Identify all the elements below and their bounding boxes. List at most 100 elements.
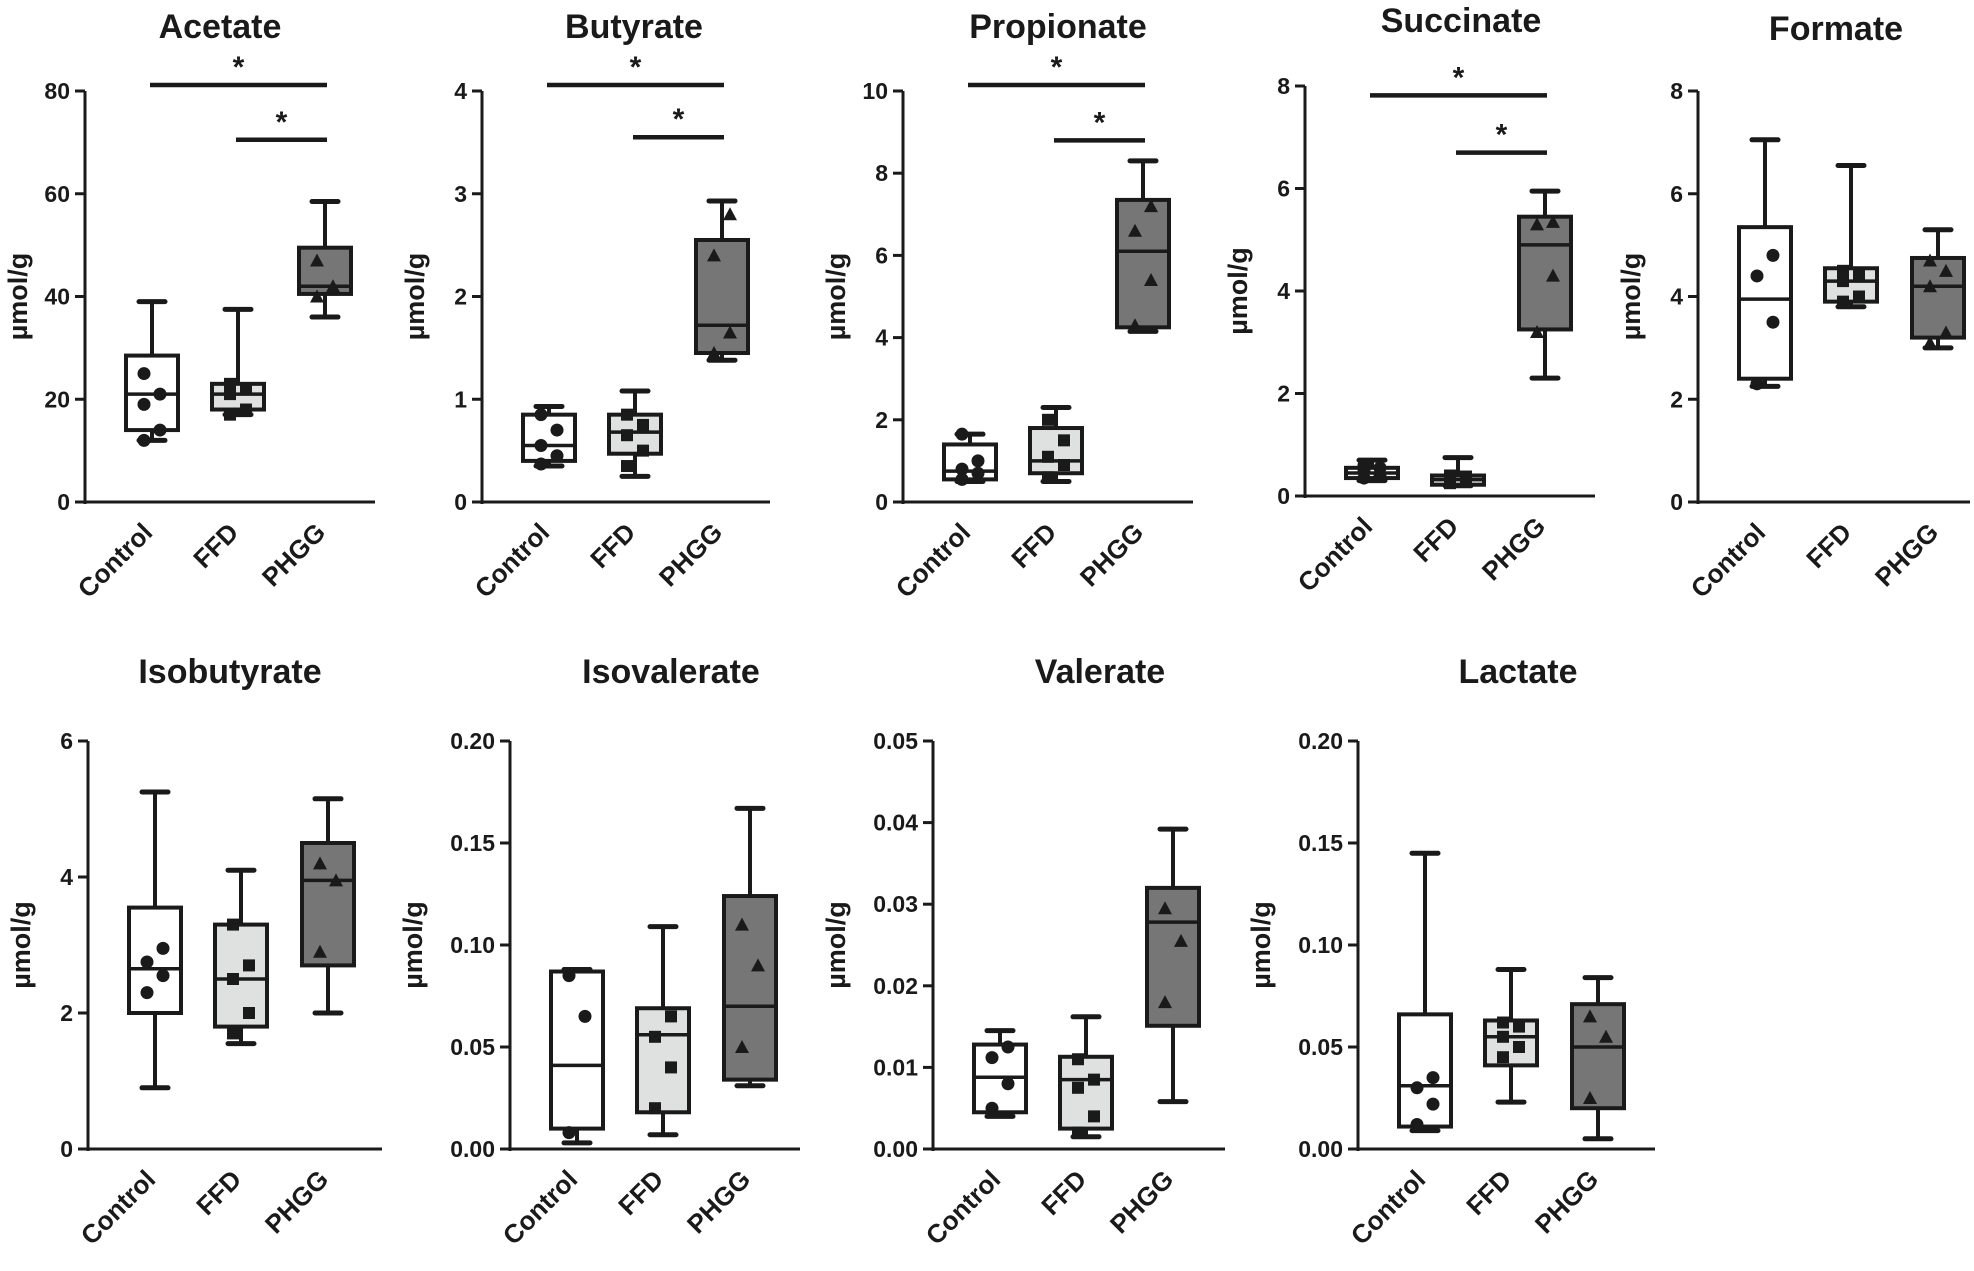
data-point-triangle (707, 248, 721, 262)
x-category-label: FFD (1005, 517, 1062, 574)
data-point-circle (955, 462, 969, 476)
y-axis-label: µmol/g (821, 253, 851, 341)
data-point-circle (971, 454, 985, 468)
iqr-box (1737, 225, 1793, 381)
box-ffd (1483, 966, 1539, 1105)
data-point-triangle (313, 856, 327, 870)
box-control (1397, 850, 1453, 1134)
x-category-label: PHGG (1104, 1164, 1179, 1239)
data-point-triangle (313, 944, 327, 958)
iqr-box (213, 922, 269, 1029)
data-point-circle (1001, 1040, 1015, 1054)
data-point-square (1042, 471, 1054, 484)
data-point-square (621, 460, 633, 473)
data-point-triangle (1923, 335, 1937, 349)
data-point-square (665, 1010, 677, 1023)
x-category-label: PHGG (1476, 511, 1551, 586)
data-point-square (224, 408, 236, 421)
box-phgg (722, 805, 778, 1089)
x-category-label: Control (469, 517, 556, 604)
y-tick-label: 0 (875, 489, 888, 515)
box-control (972, 1028, 1028, 1119)
data-point-square (1853, 290, 1865, 303)
box-ffd (213, 867, 269, 1047)
data-point-circle (1410, 1118, 1424, 1132)
panel-propionate: Propionate µmol/g 0 2 4 6 8 10 Control FFD PHGG * * (821, 8, 1193, 604)
data-point-circle (985, 1051, 999, 1065)
iqr-box (1517, 214, 1573, 332)
x-category-label: Control (890, 517, 977, 604)
data-point-square (224, 388, 236, 401)
x-category-label: Control (497, 1164, 584, 1251)
y-tick-label: 0.00 (1298, 1136, 1343, 1162)
iqr-box (1058, 1054, 1114, 1131)
box-ffd (1028, 404, 1084, 484)
y-tick-label: 0.01 (873, 1054, 918, 1080)
y-axis-label: µmol/g (821, 901, 851, 989)
x-category-label: PHGG (1074, 517, 1149, 592)
box-phgg (300, 796, 356, 1016)
data-point-circle (1766, 248, 1780, 262)
box-ffd (607, 388, 663, 479)
x-category-label: Control (75, 1164, 162, 1251)
data-point-triangle (1158, 901, 1172, 915)
data-point-circle (971, 466, 985, 480)
data-point-square (649, 1030, 661, 1043)
y-tick-label: 0.10 (450, 932, 495, 958)
data-point-square (1058, 459, 1070, 472)
data-point-square (227, 1027, 239, 1040)
data-point-square (243, 959, 255, 972)
data-point-square (621, 408, 633, 421)
data-point-circle (156, 941, 170, 955)
y-tick-label: 0 (57, 489, 70, 515)
y-tick-label: 0 (60, 1136, 73, 1162)
x-category-label: FFD (1035, 1164, 1092, 1221)
data-point-circle (1357, 458, 1371, 472)
y-tick-label: 0 (1670, 489, 1683, 515)
box-phgg (1910, 227, 1966, 351)
significance-star: * (1051, 51, 1063, 84)
iqr-box (210, 381, 266, 412)
data-point-triangle (1144, 273, 1158, 287)
y-tick-label: 4 (60, 864, 73, 890)
box-phgg (1517, 188, 1573, 381)
data-point-triangle (1923, 253, 1937, 267)
y-tick-label: 0.20 (450, 728, 495, 754)
panel-formate: Formate µmol/g 0 2 4 6 8 Control FFD PHGG (1616, 10, 1970, 604)
data-point-circle (534, 438, 548, 452)
iqr-box (1483, 1018, 1539, 1068)
data-point-square (1837, 275, 1849, 288)
data-point-square (243, 1007, 255, 1019)
y-tick-label: 0.10 (1298, 932, 1343, 958)
data-point-square (1837, 295, 1849, 308)
data-point-circle (550, 449, 564, 463)
y-tick-label: 80 (44, 78, 70, 104)
y-tick-label: 6 (60, 728, 73, 754)
box-phgg (1115, 158, 1171, 334)
data-point-square (637, 418, 649, 431)
chart-title: Succinate (1381, 2, 1542, 40)
iqr-box (635, 1006, 691, 1115)
significance-star: * (1094, 106, 1106, 139)
data-point-circle (955, 427, 969, 441)
x-category-label: FFD (187, 517, 244, 574)
y-tick-label: 0.05 (450, 1034, 495, 1060)
iqr-box (694, 237, 750, 356)
data-point-square (621, 429, 633, 442)
data-point-square (1444, 469, 1456, 482)
x-category-label: FFD (612, 1164, 669, 1221)
y-tick-label: 0.05 (1298, 1034, 1343, 1060)
y-tick-label: 0.00 (873, 1136, 918, 1162)
y-tick-label: 0.05 (873, 728, 918, 754)
y-axis-label: µmol/g (6, 901, 36, 989)
data-point-square (1497, 1030, 1509, 1043)
data-point-circle (153, 387, 167, 401)
y-tick-label: 3 (454, 181, 467, 207)
data-point-triangle (1599, 1029, 1613, 1043)
box-ffd (210, 306, 266, 421)
data-point-square (227, 918, 239, 931)
data-point-circle (1750, 269, 1764, 283)
data-point-triangle (1939, 263, 1953, 277)
data-point-triangle (751, 958, 765, 972)
x-category-label: Control (1292, 511, 1379, 598)
